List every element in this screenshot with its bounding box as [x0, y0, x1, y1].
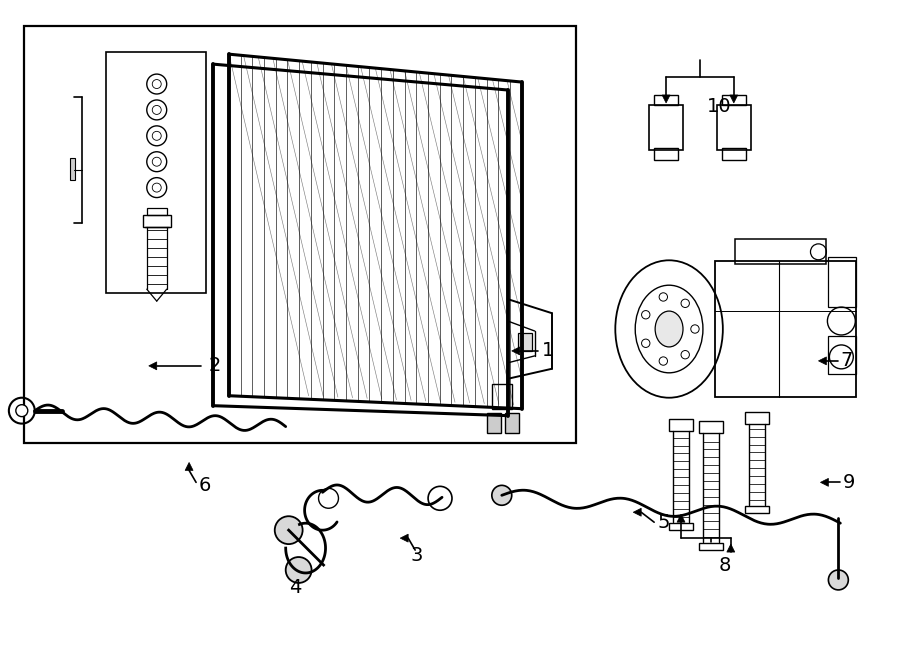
Bar: [491, 384, 512, 408]
Polygon shape: [634, 508, 641, 516]
Bar: [828, 336, 856, 374]
Bar: [654, 95, 678, 105]
Bar: [828, 257, 856, 307]
Bar: [669, 420, 693, 430]
Bar: [147, 208, 166, 215]
Bar: [487, 412, 500, 432]
Bar: [518, 333, 532, 351]
Circle shape: [285, 557, 311, 583]
Bar: [715, 261, 856, 397]
Text: 7: 7: [841, 352, 852, 370]
Polygon shape: [512, 347, 519, 355]
Ellipse shape: [655, 311, 683, 347]
Bar: [745, 506, 769, 513]
Text: 4: 4: [289, 578, 302, 598]
Polygon shape: [185, 463, 193, 471]
Text: 5: 5: [657, 513, 670, 531]
Text: 3: 3: [410, 545, 422, 564]
Text: 8: 8: [719, 555, 731, 574]
Bar: [505, 412, 518, 432]
Text: 10: 10: [706, 97, 732, 116]
Circle shape: [491, 485, 512, 505]
Bar: [669, 523, 693, 530]
Bar: [143, 215, 171, 227]
Polygon shape: [818, 357, 826, 365]
Circle shape: [274, 516, 302, 544]
Polygon shape: [400, 534, 409, 542]
Circle shape: [16, 405, 28, 416]
Bar: [23, 26, 577, 442]
Polygon shape: [148, 362, 157, 370]
Bar: [722, 95, 746, 105]
Bar: [649, 105, 683, 150]
Circle shape: [828, 570, 849, 590]
Text: 9: 9: [842, 473, 855, 492]
Bar: [745, 412, 769, 424]
Bar: [106, 52, 206, 293]
Bar: [734, 239, 826, 264]
Polygon shape: [662, 95, 670, 103]
Polygon shape: [727, 544, 734, 552]
Bar: [699, 543, 723, 550]
Text: 1: 1: [542, 342, 554, 360]
Bar: [722, 148, 746, 160]
Polygon shape: [677, 514, 685, 522]
Bar: [69, 158, 75, 180]
Bar: [699, 422, 723, 432]
Text: 6: 6: [199, 476, 212, 495]
Polygon shape: [730, 95, 738, 103]
Bar: [654, 148, 678, 160]
Bar: [717, 105, 751, 150]
Text: 2: 2: [209, 356, 221, 375]
Polygon shape: [821, 479, 828, 486]
